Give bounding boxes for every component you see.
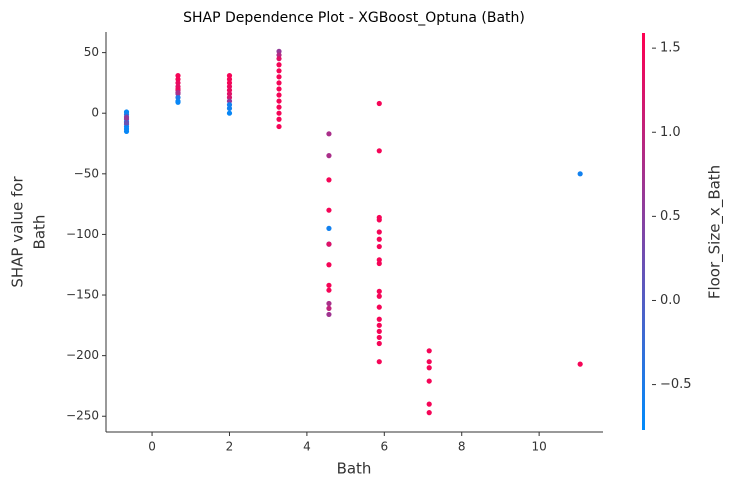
point xyxy=(376,359,382,365)
point xyxy=(426,378,432,384)
point xyxy=(175,94,181,101)
point xyxy=(123,115,130,121)
point xyxy=(226,83,233,90)
point xyxy=(376,257,382,263)
y-tick-label: −150 xyxy=(66,288,99,302)
point xyxy=(226,94,233,101)
colorbar-tick-label: 0.5 xyxy=(660,209,681,224)
point xyxy=(326,241,332,247)
colorbar-tick-label: 0.0 xyxy=(660,293,681,308)
point xyxy=(426,410,432,416)
point xyxy=(376,293,382,299)
point xyxy=(226,110,233,116)
colorbar-tick-label: −0.5 xyxy=(660,377,692,392)
y-tick-label: −50 xyxy=(74,166,99,180)
point xyxy=(175,80,181,86)
point xyxy=(376,260,382,267)
point xyxy=(426,365,432,371)
colorbar xyxy=(642,33,645,430)
point xyxy=(376,288,382,294)
point xyxy=(376,100,382,107)
point xyxy=(175,76,181,82)
x-tick-label: 0 xyxy=(148,440,156,454)
chart-title: SHAP Dependence Plot - XGBoost_Optuna (B… xyxy=(183,10,525,26)
point xyxy=(276,104,282,110)
point xyxy=(276,74,282,80)
colorbar-tick-label: 1.5 xyxy=(660,41,681,56)
point xyxy=(226,76,233,82)
point xyxy=(326,305,332,311)
point xyxy=(175,86,181,92)
point xyxy=(326,300,332,307)
point xyxy=(175,90,181,96)
point xyxy=(276,110,282,116)
point xyxy=(326,131,332,137)
point xyxy=(376,322,382,328)
point xyxy=(326,287,332,293)
point xyxy=(276,48,282,54)
y-tick-label: 50 xyxy=(84,45,99,59)
y-tick-label: −100 xyxy=(66,227,99,241)
y-tick-label: −250 xyxy=(66,409,99,423)
y-tick-label: −200 xyxy=(66,348,99,362)
point xyxy=(276,123,282,130)
point xyxy=(226,73,233,79)
point xyxy=(376,236,382,242)
point xyxy=(175,99,181,105)
x-tick-label: 10 xyxy=(531,440,546,454)
point xyxy=(326,282,332,288)
point xyxy=(326,177,332,183)
point xyxy=(376,340,382,347)
point xyxy=(376,328,382,334)
point xyxy=(123,128,130,134)
point xyxy=(276,86,282,92)
point xyxy=(426,359,432,365)
point xyxy=(376,229,382,235)
point xyxy=(276,68,282,74)
point xyxy=(276,116,282,122)
x-tick-label: 4 xyxy=(303,440,311,454)
point xyxy=(276,98,282,104)
x-tick-label: 8 xyxy=(458,440,466,454)
point xyxy=(426,401,432,407)
y-axis-label: Bath xyxy=(31,215,49,250)
point xyxy=(326,262,332,268)
point xyxy=(376,334,382,341)
point xyxy=(276,62,282,68)
x-tick-label: 2 xyxy=(226,440,234,454)
point xyxy=(276,52,282,58)
point xyxy=(226,105,233,111)
point xyxy=(326,311,332,318)
point xyxy=(326,153,332,159)
point xyxy=(226,91,233,97)
colorbar-tick-label: 1.0 xyxy=(660,125,681,140)
point xyxy=(276,92,282,98)
x-tick-label: 6 xyxy=(380,440,388,454)
point xyxy=(226,80,233,86)
point xyxy=(276,80,282,86)
point xyxy=(577,171,583,177)
y-axis-label: SHAP value for xyxy=(9,176,27,288)
point xyxy=(226,102,233,108)
y-tick-label: 0 xyxy=(91,106,99,120)
point xyxy=(326,225,332,231)
point xyxy=(577,361,583,367)
point xyxy=(376,148,382,154)
point xyxy=(376,304,382,310)
point xyxy=(123,120,130,126)
point xyxy=(376,243,382,250)
point xyxy=(426,348,432,354)
point xyxy=(326,207,332,213)
point xyxy=(376,217,382,223)
x-axis-label: Bath xyxy=(337,460,372,478)
point xyxy=(226,87,233,93)
point xyxy=(175,73,181,79)
colorbar-label: Floor_Size_x_Bath xyxy=(706,165,725,299)
point xyxy=(276,56,282,62)
point xyxy=(376,316,382,322)
point xyxy=(226,98,233,104)
